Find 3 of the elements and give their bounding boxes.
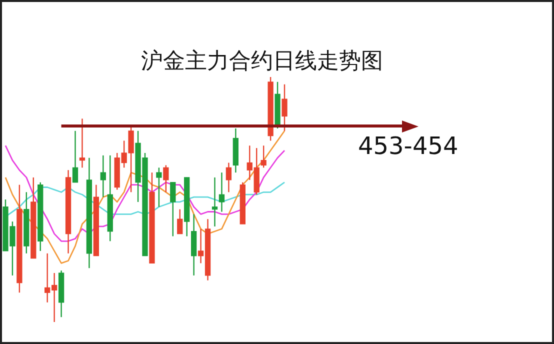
candlestick [156, 167, 162, 208]
text: 453-454 [358, 132, 458, 160]
chart-title: 沪金主力合约日线走势图 [140, 48, 384, 76]
